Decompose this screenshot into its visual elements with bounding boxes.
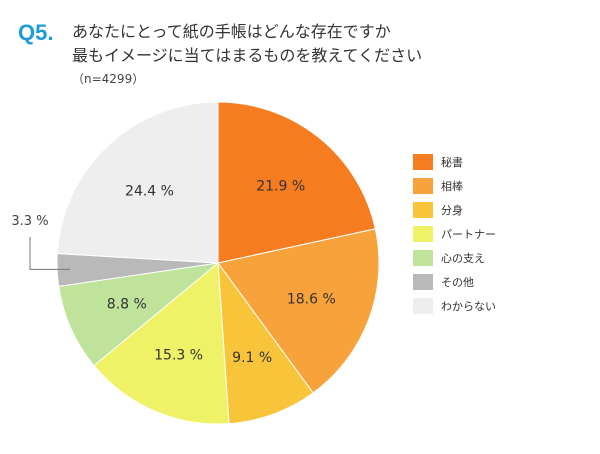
legend-item: その他 xyxy=(413,270,496,294)
slice-label: 8.8 % xyxy=(107,297,147,313)
slice-label: 9.1 % xyxy=(232,350,272,366)
pie-slice xyxy=(217,261,314,425)
question-line-2: 最もイメージに当てはまるものを教えてください xyxy=(72,46,423,65)
legend-label: 心の支え xyxy=(441,252,485,265)
slice-label: 15.3 % xyxy=(154,348,203,364)
legend-item: パートナー xyxy=(413,222,496,246)
pie-slice xyxy=(217,101,376,264)
legend-swatch xyxy=(413,274,433,290)
legend-swatch xyxy=(413,250,433,266)
slice-label: 18.6 % xyxy=(287,291,336,307)
slice-label: 3.3 % xyxy=(11,214,48,229)
legend-label: その他 xyxy=(441,276,474,289)
legend-item: 秘書 xyxy=(413,150,496,174)
leader-line xyxy=(29,237,70,270)
pie-slice xyxy=(58,262,220,367)
legend: 秘書 相棒 分身 パートナー 心の支え その他 わからない xyxy=(413,150,496,318)
question-number: Q5. xyxy=(18,20,54,45)
sample-size: （n=4299） xyxy=(72,72,145,86)
legend-swatch xyxy=(413,226,433,242)
legend-swatch xyxy=(413,298,433,314)
legend-label: 分身 xyxy=(441,204,463,217)
legend-item: 分身 xyxy=(413,198,496,222)
legend-swatch xyxy=(413,202,433,218)
slice-label: 21.9 % xyxy=(256,178,305,194)
legend-label: 相棒 xyxy=(441,180,463,193)
question-text: あなたにとって紙の手帳はどんな存在ですか 最もイメージに当てはまるものを教えてく… xyxy=(72,20,422,68)
pie-slice xyxy=(56,101,219,264)
legend-label: 秘書 xyxy=(441,156,463,169)
slice-label: 24.4 % xyxy=(125,183,174,199)
legend-item: 心の支え xyxy=(413,246,496,270)
legend-item: わからない xyxy=(413,294,496,318)
legend-label: わからない xyxy=(441,300,496,313)
pie-slice xyxy=(217,228,380,394)
legend-item: 相棒 xyxy=(413,174,496,198)
legend-label: パートナー xyxy=(441,228,496,241)
pie-slice xyxy=(93,261,230,425)
legend-swatch xyxy=(413,154,433,170)
legend-swatch xyxy=(413,178,433,194)
question-line-1: あなたにとって紙の手帳はどんな存在ですか xyxy=(72,22,391,41)
